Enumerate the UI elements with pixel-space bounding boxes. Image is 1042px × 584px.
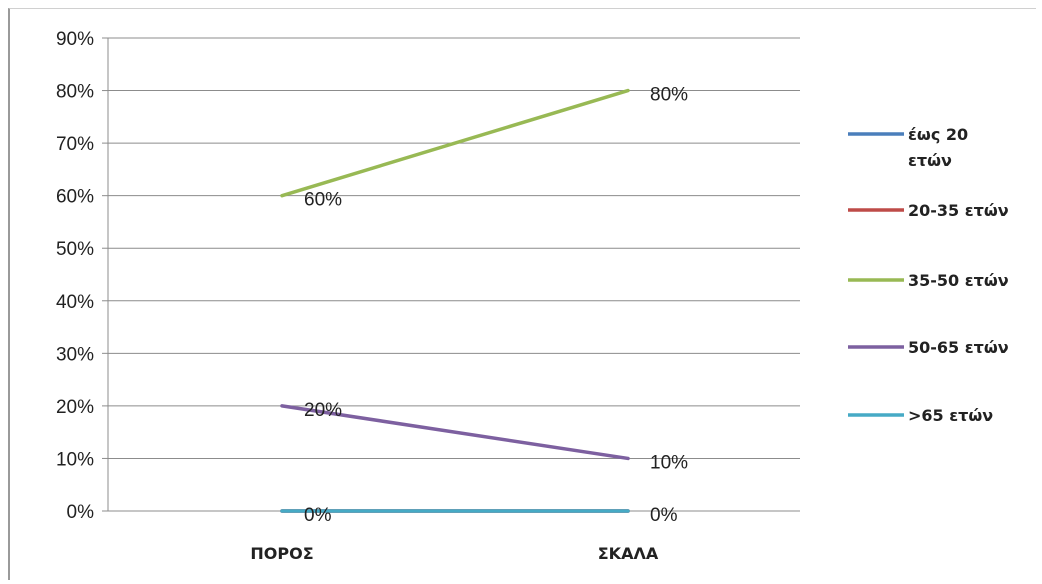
data-label: 0% (650, 505, 678, 526)
line-chart: 0%10%20%30%40%50%60%70%80%90%ΠΟΡΟΣ ΣΚΑΛΑ … (56, 29, 1009, 563)
y-tick-label: 90% (56, 29, 94, 50)
data-label: 10% (650, 452, 688, 473)
x-category-label: ΣΚΑΛΑ (598, 544, 659, 563)
y-tick-label: 30% (56, 344, 94, 365)
y-tick-label: 20% (56, 397, 94, 418)
legend-entry-label: 50-65 ετών (908, 338, 1009, 357)
legend-entry-label: έως 20 (908, 125, 968, 144)
y-tick-label: 80% (56, 82, 94, 103)
y-tick-label: 0% (67, 502, 95, 523)
chart-frame: 0% 10% 20% 30% 40% 50% 60% 70% 80% 90% ΠΟΡΟΣ ΣΚΑΛΑ … (8, 8, 1036, 580)
y-tick-label: 60% (56, 187, 94, 208)
legend-entry-label: >65 ετών (908, 406, 993, 425)
y-tick-label: 40% (56, 292, 94, 313)
y-tick-label: 50% (56, 239, 94, 260)
y-tick-label: 70% (56, 134, 94, 155)
data-label: 20% (304, 400, 342, 421)
legend-entry-label: 35-50 ετών (908, 271, 1009, 290)
data-label: 80% (650, 85, 688, 106)
series-line-2 (280, 88, 630, 198)
y-tick-label: 10% (56, 449, 94, 470)
legend-entry-label: ετών (908, 151, 952, 170)
x-category-label: ΠΟΡΟΣ (250, 544, 313, 563)
data-label: 60% (304, 190, 342, 211)
data-label: 0% (304, 505, 332, 526)
series-line-3 (280, 404, 630, 461)
legend-entry-label: 20-35 ετών (908, 201, 1009, 220)
